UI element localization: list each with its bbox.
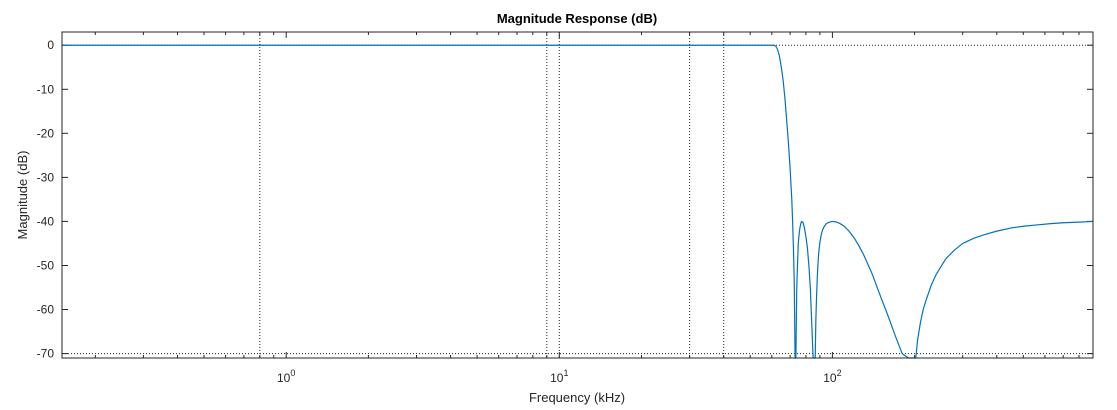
x-tick-label: 101 <box>550 368 568 385</box>
x-tick-label: 102 <box>823 368 841 385</box>
y-tick-labels: 0 -10 -20 -30 -40 -50 -60 -70 <box>37 38 55 360</box>
x-tick-labels: 100 101 102 <box>277 368 842 385</box>
y-tick-label: -60 <box>37 303 55 317</box>
chart-title: Magnitude Response (dB) <box>497 11 657 26</box>
plot-area <box>62 32 1093 358</box>
y-tick-label: 0 <box>47 38 54 52</box>
y-tick-label: -40 <box>37 214 55 228</box>
series-layer <box>62 44 1094 359</box>
y-tick-label: -30 <box>37 170 55 184</box>
y-tick-label: -20 <box>37 126 55 140</box>
plot-frame <box>61 31 1094 359</box>
y-tick-label: -50 <box>37 259 55 273</box>
x-axis-label: Frequency (kHz) <box>529 390 625 405</box>
y-tick-label: -10 <box>37 82 55 96</box>
major-ticks <box>62 44 1093 355</box>
y-axis-label: Magnitude (dB) <box>15 151 30 240</box>
y-tick-label: -70 <box>37 347 55 361</box>
x-tick-label: 100 <box>277 368 295 385</box>
magnitude-series-line <box>62 44 1094 359</box>
